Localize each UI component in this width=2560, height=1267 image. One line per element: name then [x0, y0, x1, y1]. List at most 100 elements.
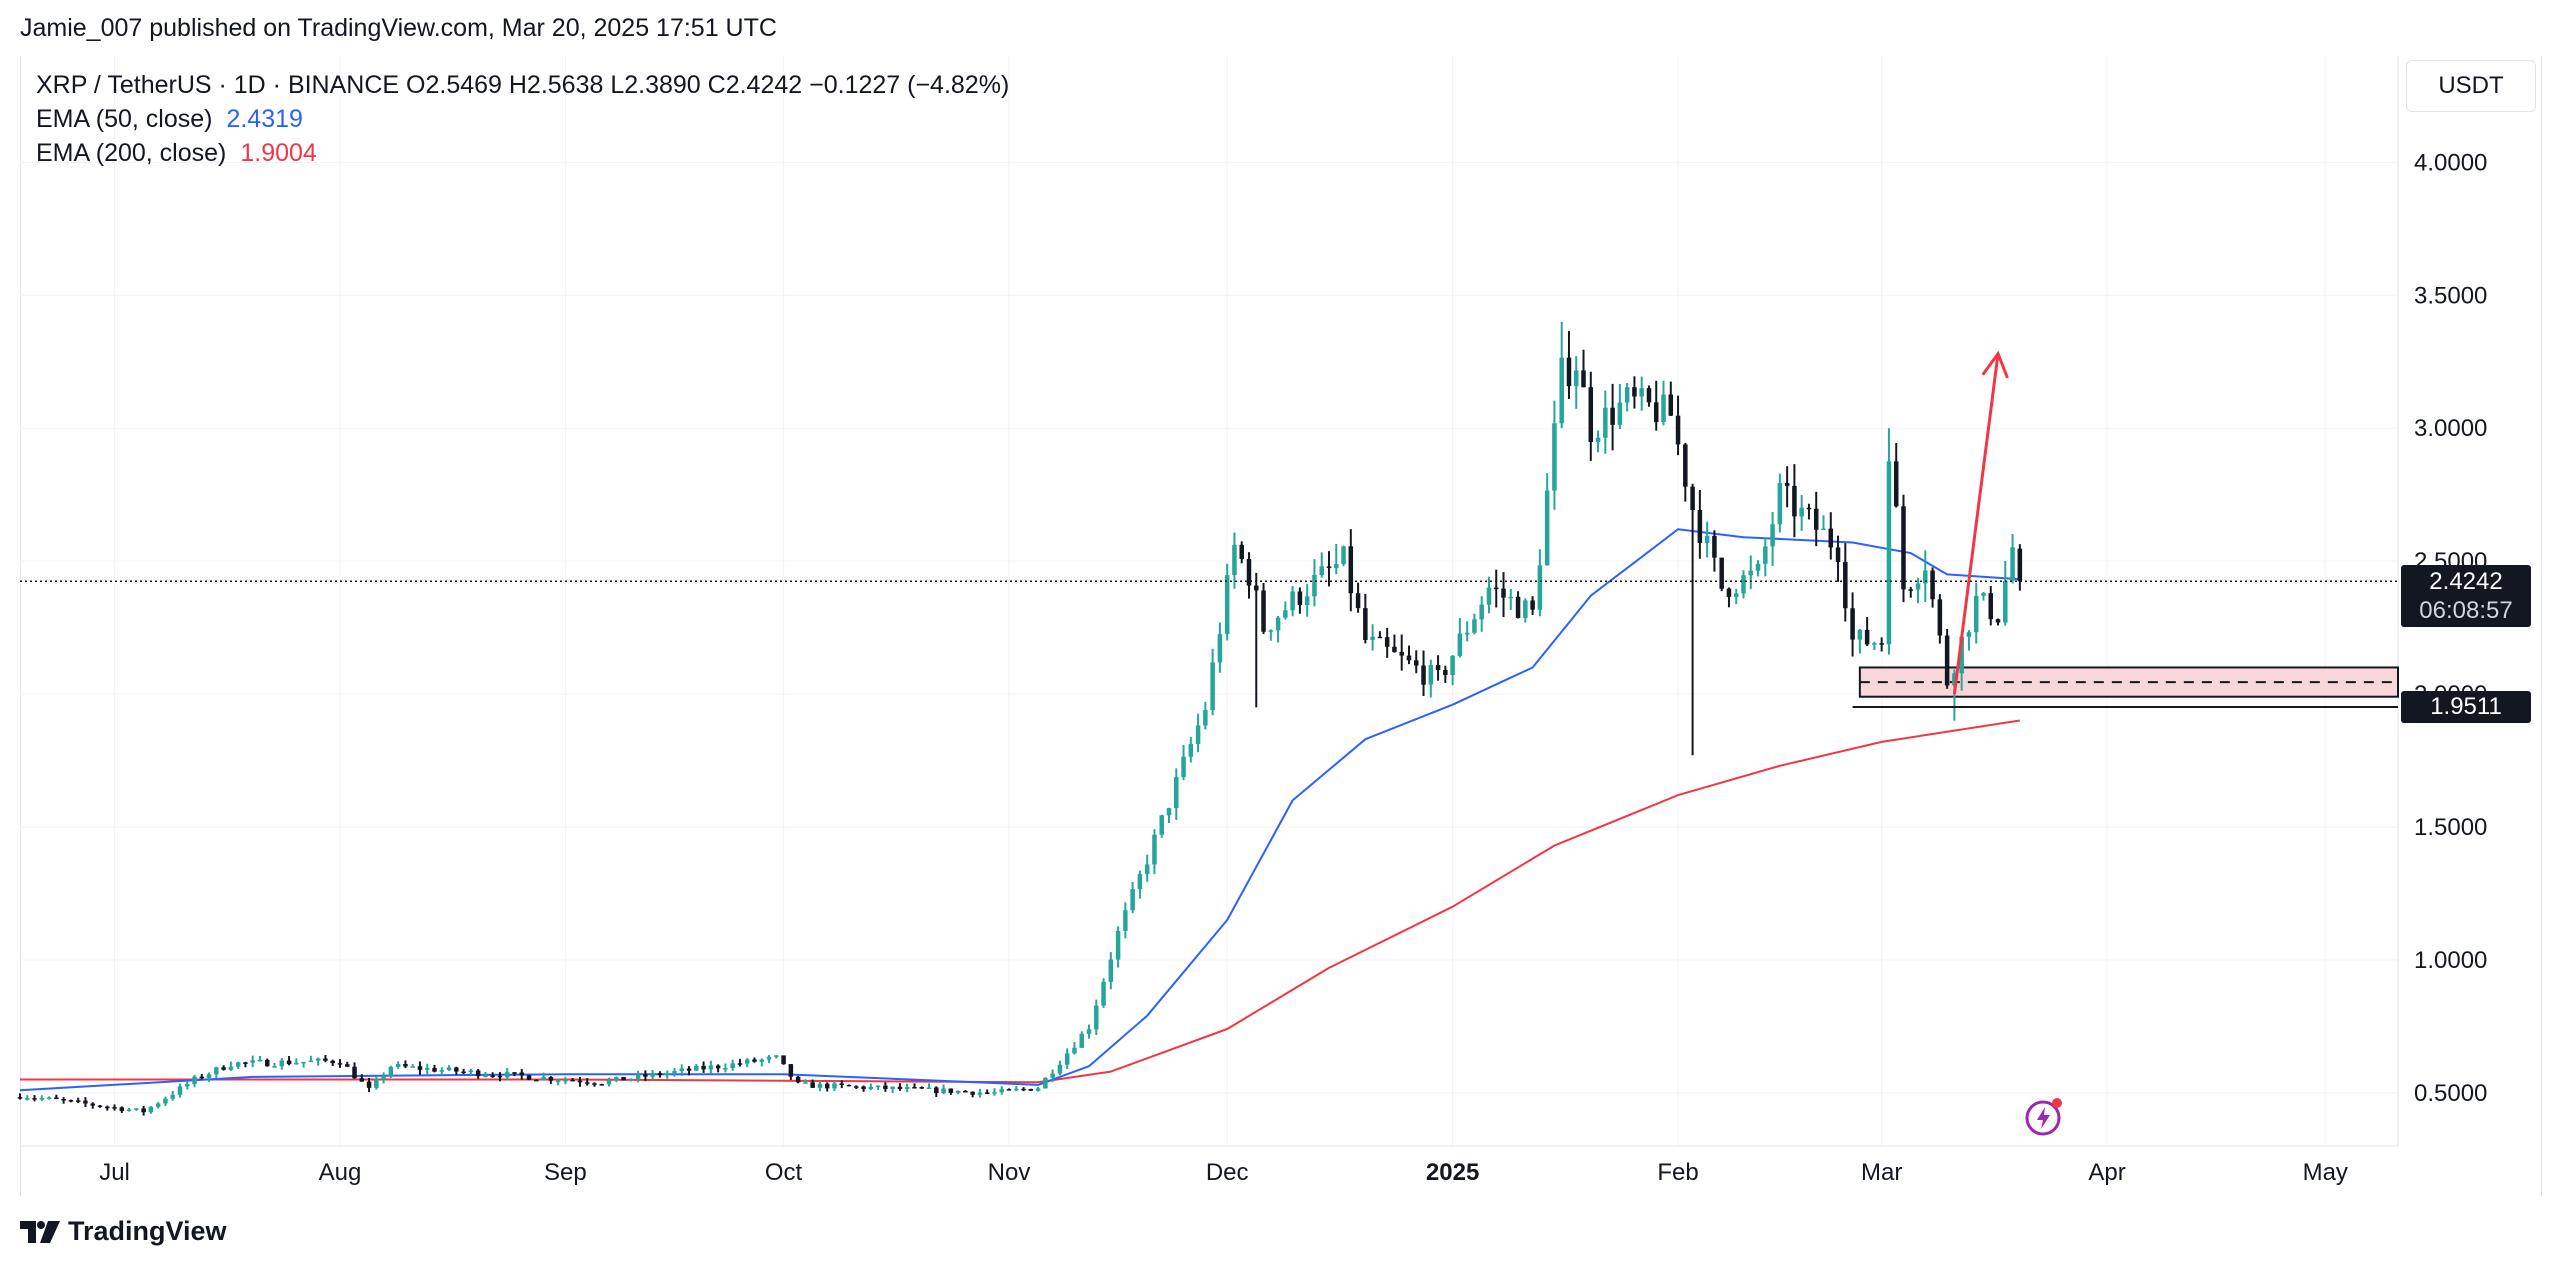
candle-body [483, 1075, 488, 1077]
candle-body [934, 1087, 939, 1094]
candle-body [795, 1076, 801, 1083]
candle-body [1959, 636, 1964, 674]
x-tick-label: Oct [765, 1159, 803, 1186]
candle-body [2003, 580, 2008, 623]
candle-body [1683, 444, 1688, 487]
candle-body [330, 1060, 335, 1064]
candle-body [417, 1066, 423, 1070]
candle-body [395, 1064, 401, 1067]
candle-body [1733, 593, 1739, 597]
zone-level-label: 1.9511 [2401, 691, 2531, 724]
candle-body [1595, 437, 1601, 443]
candle-body [1399, 651, 1404, 656]
candle-body [1363, 608, 1368, 640]
candle-body [141, 1108, 146, 1113]
candle-body [388, 1066, 394, 1076]
candle-body [1523, 600, 1528, 618]
candle-body [912, 1087, 917, 1089]
candle-body [1661, 394, 1666, 423]
candle-body [563, 1079, 568, 1082]
candle-body [1137, 874, 1143, 890]
candle-body [1610, 407, 1615, 425]
candle-body [955, 1090, 961, 1093]
candle-body [774, 1055, 779, 1057]
candle-body [694, 1065, 699, 1071]
ema50-layer [19, 528, 2020, 1092]
candle-body [686, 1068, 692, 1071]
candle-body [1108, 959, 1114, 982]
currency-button[interactable]: USDT [2406, 60, 2536, 112]
candle-body [664, 1073, 670, 1076]
candle-body [90, 1103, 95, 1106]
candle-body [584, 1082, 590, 1084]
candle-body [744, 1059, 750, 1064]
candle-body [1268, 630, 1274, 632]
candle-body [1384, 637, 1390, 647]
candle-body [2017, 548, 2023, 582]
candle-body [548, 1077, 554, 1081]
candle-body [1755, 563, 1761, 571]
candle-body [1166, 808, 1172, 816]
candle-body [737, 1063, 743, 1065]
candle-body [199, 1076, 205, 1079]
candle-body [1741, 575, 1746, 594]
y-tick-label: 3.0000 [2414, 415, 2487, 442]
candle-body [1443, 670, 1448, 676]
candle-body [614, 1076, 619, 1081]
candle-body [1559, 357, 1564, 424]
candle-body [1152, 834, 1157, 865]
candle-body [1719, 557, 1724, 589]
candle-body [890, 1086, 895, 1089]
ema200-label: EMA (200, close) [36, 139, 227, 167]
symbol-line: XRP / TetherUS · 1D · BINANCE O2.5469 H2… [36, 71, 1010, 99]
x-tick-label: May [2303, 1159, 2348, 1186]
candle-body [1479, 604, 1484, 620]
ema50-legend: EMA (50, close) 2.4319 [36, 102, 1009, 136]
candle-body [875, 1085, 881, 1088]
candle-body [475, 1070, 481, 1077]
candle-body [1821, 528, 1826, 531]
candle-body [105, 1106, 110, 1109]
candle-body [657, 1073, 663, 1076]
candle-body [1050, 1073, 1055, 1078]
candle-body [112, 1107, 117, 1109]
candle-body [185, 1083, 190, 1087]
y-tick-label: 1.0000 [2414, 947, 2487, 974]
candle-body [1712, 535, 1717, 558]
candle-body [294, 1062, 299, 1065]
footer-brand: TradingView [68, 1216, 227, 1246]
candle-body [1123, 910, 1128, 931]
candle-body [1966, 632, 1972, 637]
candle-body [1566, 357, 1572, 387]
candle-body [1181, 756, 1186, 778]
candle-body [192, 1076, 197, 1084]
candle-body [1988, 593, 1994, 620]
candle-body [1995, 619, 2001, 623]
candle-body [155, 1103, 161, 1107]
y-tick-label: 3.5000 [2414, 282, 2487, 309]
candle-body [555, 1080, 561, 1083]
candle-body [1348, 546, 1354, 594]
candle-body [1326, 566, 1332, 569]
candle-body [366, 1081, 372, 1088]
candle-body [1028, 1089, 1034, 1091]
candle-body [1304, 596, 1310, 606]
candle-body [1261, 590, 1266, 632]
candle-body [1101, 981, 1106, 1006]
candle-body [1813, 508, 1819, 530]
candle-body [315, 1058, 321, 1061]
candle-body [490, 1075, 495, 1077]
candle-body [1530, 600, 1535, 610]
candle-body [134, 1108, 139, 1110]
candle-body [1828, 528, 1834, 548]
candle-body [228, 1066, 234, 1070]
candle-body [214, 1067, 219, 1075]
candle-body [1021, 1088, 1026, 1091]
lightning-icon[interactable] [2024, 1097, 2064, 1137]
candle-body [424, 1068, 430, 1070]
candle-body [1334, 564, 1339, 569]
trend-arrow-head [1981, 350, 2009, 379]
candle-body [446, 1067, 452, 1071]
last-price-label: 2.4242 06:08:57 [2401, 565, 2531, 628]
